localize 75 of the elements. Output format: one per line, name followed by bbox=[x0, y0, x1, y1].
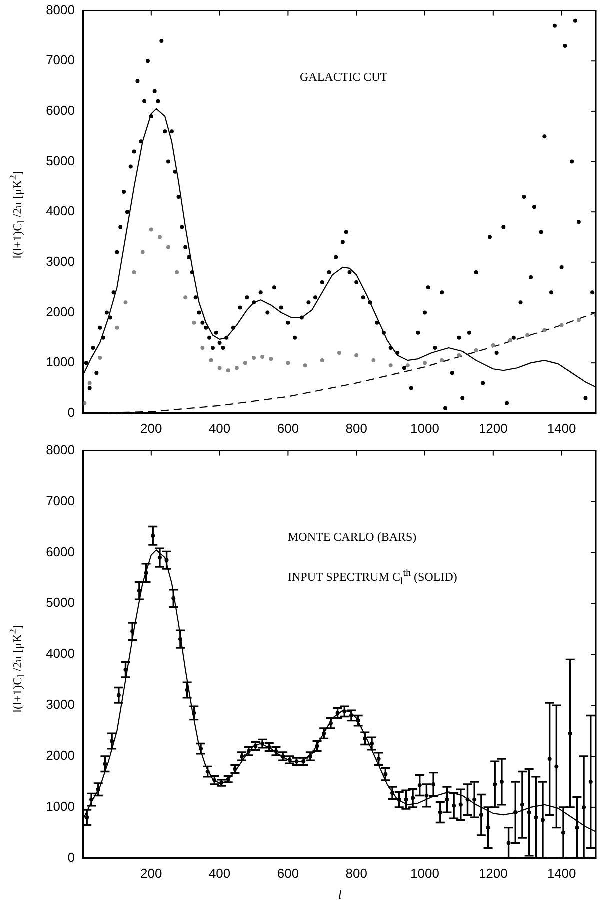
x-axis-title: l bbox=[338, 887, 342, 903]
point bbox=[491, 343, 496, 348]
point bbox=[423, 361, 427, 366]
point bbox=[115, 326, 120, 330]
y-tick-label: 4000 bbox=[46, 204, 75, 219]
point bbox=[98, 356, 102, 360]
x-tick-label: 1200 bbox=[478, 420, 508, 436]
y-tick-label: 3000 bbox=[46, 254, 75, 270]
annotation: MONTE CARLO (BARS) bbox=[288, 530, 417, 545]
point bbox=[149, 228, 154, 232]
point bbox=[474, 348, 478, 352]
y-tick-label: 2000 bbox=[46, 304, 75, 320]
y-tick-label: 0 bbox=[68, 404, 75, 420]
point bbox=[252, 356, 256, 360]
point bbox=[226, 368, 230, 373]
y-tick-label: 4000 bbox=[46, 646, 75, 662]
point bbox=[158, 235, 162, 240]
x-tick-label: 1400 bbox=[547, 420, 576, 436]
x-tick-label: 1400 bbox=[547, 866, 576, 881]
x-tick-label: 1000 bbox=[410, 420, 440, 436]
y-tick-label: 7000 bbox=[46, 52, 75, 68]
y-tick-label: 6000 bbox=[46, 103, 75, 118]
point bbox=[260, 355, 265, 360]
x-tick-label: 800 bbox=[346, 420, 368, 436]
point bbox=[457, 354, 462, 358]
point bbox=[234, 366, 239, 370]
point bbox=[124, 300, 128, 305]
point bbox=[320, 358, 324, 363]
annotation: INPUT SPECTRUM C$_{l}$$^{th}$ (SOLID) bbox=[288, 568, 458, 588]
y-tick-label: 5000 bbox=[46, 595, 75, 610]
point bbox=[140, 250, 145, 254]
point bbox=[542, 328, 547, 332]
point bbox=[209, 358, 214, 363]
point bbox=[526, 333, 530, 338]
y-tick-label: 6000 bbox=[46, 544, 75, 560]
point bbox=[88, 381, 92, 386]
point bbox=[269, 357, 274, 362]
y-tick-label: 7000 bbox=[46, 493, 75, 508]
point bbox=[576, 318, 581, 322]
y-tick-label: 8000 bbox=[46, 2, 75, 18]
x-tick-label: 1000 bbox=[410, 866, 440, 881]
point bbox=[388, 364, 393, 368]
annotation: GALACTIC CUT bbox=[300, 70, 388, 85]
x-tick-label: 200 bbox=[140, 420, 162, 436]
y-tick-label: 3000 bbox=[46, 697, 75, 712]
x-tick-label: 400 bbox=[208, 866, 231, 881]
point bbox=[286, 361, 290, 366]
point bbox=[243, 361, 248, 366]
point bbox=[303, 364, 308, 368]
point bbox=[192, 320, 196, 325]
y-tick-label: 2000 bbox=[46, 748, 75, 764]
point bbox=[508, 338, 512, 342]
point bbox=[218, 366, 222, 370]
x-tick-label: 1200 bbox=[478, 866, 508, 881]
y-tick-label: 0 bbox=[68, 850, 75, 865]
point bbox=[184, 296, 188, 300]
point bbox=[354, 354, 359, 358]
point bbox=[132, 270, 136, 274]
y-tick-label: 1000 bbox=[46, 354, 75, 370]
point bbox=[200, 346, 205, 350]
point bbox=[166, 245, 170, 250]
y-tick-label: 5000 bbox=[46, 153, 75, 168]
y-tick-label: 1000 bbox=[46, 799, 75, 814]
x-tick-label: 600 bbox=[277, 866, 300, 881]
point bbox=[372, 358, 376, 363]
point bbox=[406, 364, 410, 368]
point bbox=[560, 323, 564, 328]
x-tick-label: 800 bbox=[346, 866, 368, 881]
x-tick-label: 200 bbox=[140, 866, 162, 881]
x-tick-label: 400 bbox=[208, 420, 231, 436]
point bbox=[175, 270, 180, 274]
point bbox=[440, 358, 444, 363]
y-tick-label: 8000 bbox=[46, 442, 75, 458]
point bbox=[338, 351, 342, 356]
x-tick-label: 600 bbox=[277, 420, 300, 436]
